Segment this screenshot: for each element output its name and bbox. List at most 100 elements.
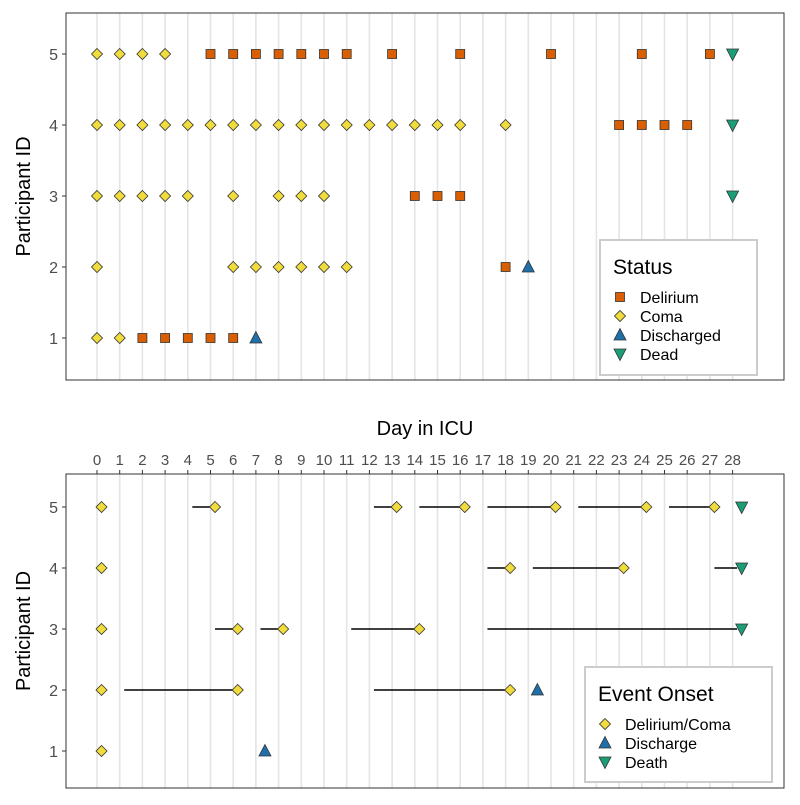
- delirium-coma-point: [95, 744, 108, 758]
- y-axis-label: Participant ID: [13, 136, 35, 256]
- legend: Status Delirium Coma Discharged Dead: [599, 239, 758, 376]
- coma-point: [340, 260, 353, 274]
- y-tick-label: 5: [49, 500, 58, 517]
- delirium-point: [546, 49, 556, 59]
- coma-point: [136, 47, 149, 61]
- delirium-point: [409, 191, 420, 201]
- coma-point: [227, 118, 240, 132]
- delirium-coma-point: [708, 500, 721, 514]
- coma-point: [295, 118, 308, 132]
- coma-point: [90, 189, 104, 203]
- x-tick-label: 25: [656, 452, 673, 469]
- x-tick-label: 8: [274, 452, 282, 469]
- coma-point: [408, 118, 421, 132]
- coma-point: [90, 260, 104, 274]
- delirium-point: [614, 120, 624, 130]
- coma-point: [317, 189, 331, 203]
- coma-point: [113, 118, 126, 132]
- x-tick-label: 23: [611, 452, 628, 469]
- x-tick-label: 27: [702, 452, 719, 469]
- legend-discharge-key: [598, 735, 612, 749]
- x-tick-label: 1: [116, 452, 124, 469]
- status-panel: 1 2 3 4 5 Participant ID Status Delirium Coma Dis…: [13, 12, 785, 381]
- legend-title: Status: [613, 256, 673, 279]
- legend-discharged-key: [613, 327, 627, 341]
- delirium-coma-point: [504, 683, 517, 697]
- legend-coma-key: [613, 309, 627, 323]
- delirium-coma-point: [413, 622, 426, 636]
- y-axis-label: Participant ID: [13, 571, 35, 691]
- coma-point: [295, 189, 308, 203]
- coma-point: [499, 118, 512, 132]
- delirium-point: [682, 120, 693, 130]
- delirium-coma-point: [549, 500, 562, 514]
- delirium-point: [296, 49, 307, 59]
- y-tick-label: 4: [49, 118, 58, 135]
- legend-delirium-coma-label: Delirium/Coma: [625, 717, 731, 734]
- x-tick-label: 6: [229, 452, 237, 469]
- x-tick-label: 18: [497, 452, 514, 469]
- coma-point: [113, 331, 126, 345]
- y-tick-label: 3: [49, 189, 58, 206]
- plot-border: [65, 473, 785, 789]
- dead-point: [725, 48, 740, 62]
- discharge-point: [258, 743, 272, 757]
- x-tick-label: 22: [588, 452, 605, 469]
- x-tick-label: 12: [361, 452, 378, 469]
- delirium-point: [636, 120, 647, 130]
- delirium-point: [455, 49, 466, 59]
- delirium-point: [250, 49, 261, 59]
- discharged-point: [521, 259, 535, 273]
- coma-point: [204, 118, 217, 132]
- discharge-point: [530, 682, 545, 696]
- delirium-point: [137, 333, 148, 343]
- delirium-point: [205, 333, 216, 343]
- death-point: [735, 623, 749, 637]
- y-tick-label: 1: [49, 331, 58, 348]
- coma-point: [90, 118, 104, 132]
- dead-point: [725, 119, 740, 133]
- y-tick-label: 4: [49, 561, 58, 578]
- delirium-coma-point: [95, 561, 108, 575]
- x-tick-label: 17: [475, 452, 492, 469]
- delirium-coma-point: [208, 500, 222, 514]
- y-tick-label: 3: [49, 622, 58, 639]
- legend-box: [584, 666, 773, 783]
- delirium-point: [160, 333, 171, 343]
- legend-delirium-coma-key: [598, 717, 612, 731]
- coma-point: [317, 260, 331, 274]
- x-tick-label: 28: [724, 452, 741, 469]
- coma-point: [295, 260, 308, 274]
- delirium-point: [636, 49, 647, 59]
- delirium-coma-point: [504, 561, 517, 575]
- delirium-coma-point: [640, 500, 653, 514]
- coma-point: [317, 118, 331, 132]
- coma-point: [136, 118, 149, 132]
- coma-point: [90, 331, 104, 345]
- x-tick-label: 13: [384, 452, 401, 469]
- coma-point: [249, 260, 262, 274]
- legend: Event Onset Delirium/Coma Discharge Death: [584, 666, 773, 783]
- x-tick-label: 11: [339, 452, 355, 469]
- legend-title: Event Onset: [598, 683, 714, 706]
- y-tick-label: 2: [49, 260, 58, 277]
- delirium-coma-point: [458, 500, 471, 514]
- x-tick-label: 21: [565, 452, 582, 469]
- delirium-point: [387, 49, 398, 59]
- legend-delirium-key: [615, 292, 625, 302]
- x-tick-label: 2: [138, 452, 146, 469]
- x-tick-label: 0: [93, 452, 101, 469]
- y-tick-label: 5: [49, 47, 58, 64]
- delirium-point: [319, 49, 329, 59]
- delirium-coma-point: [390, 500, 403, 514]
- coma-point: [181, 189, 194, 203]
- delirium-coma-point: [95, 683, 108, 697]
- legend-discharge-label: Discharge: [625, 736, 697, 753]
- coma-point: [113, 189, 126, 203]
- delirium-point: [500, 262, 511, 272]
- coma-point: [249, 118, 262, 132]
- x-tick-label: 16: [452, 452, 469, 469]
- delirium-coma-point: [95, 622, 108, 636]
- y-tick-label: 2: [49, 683, 58, 700]
